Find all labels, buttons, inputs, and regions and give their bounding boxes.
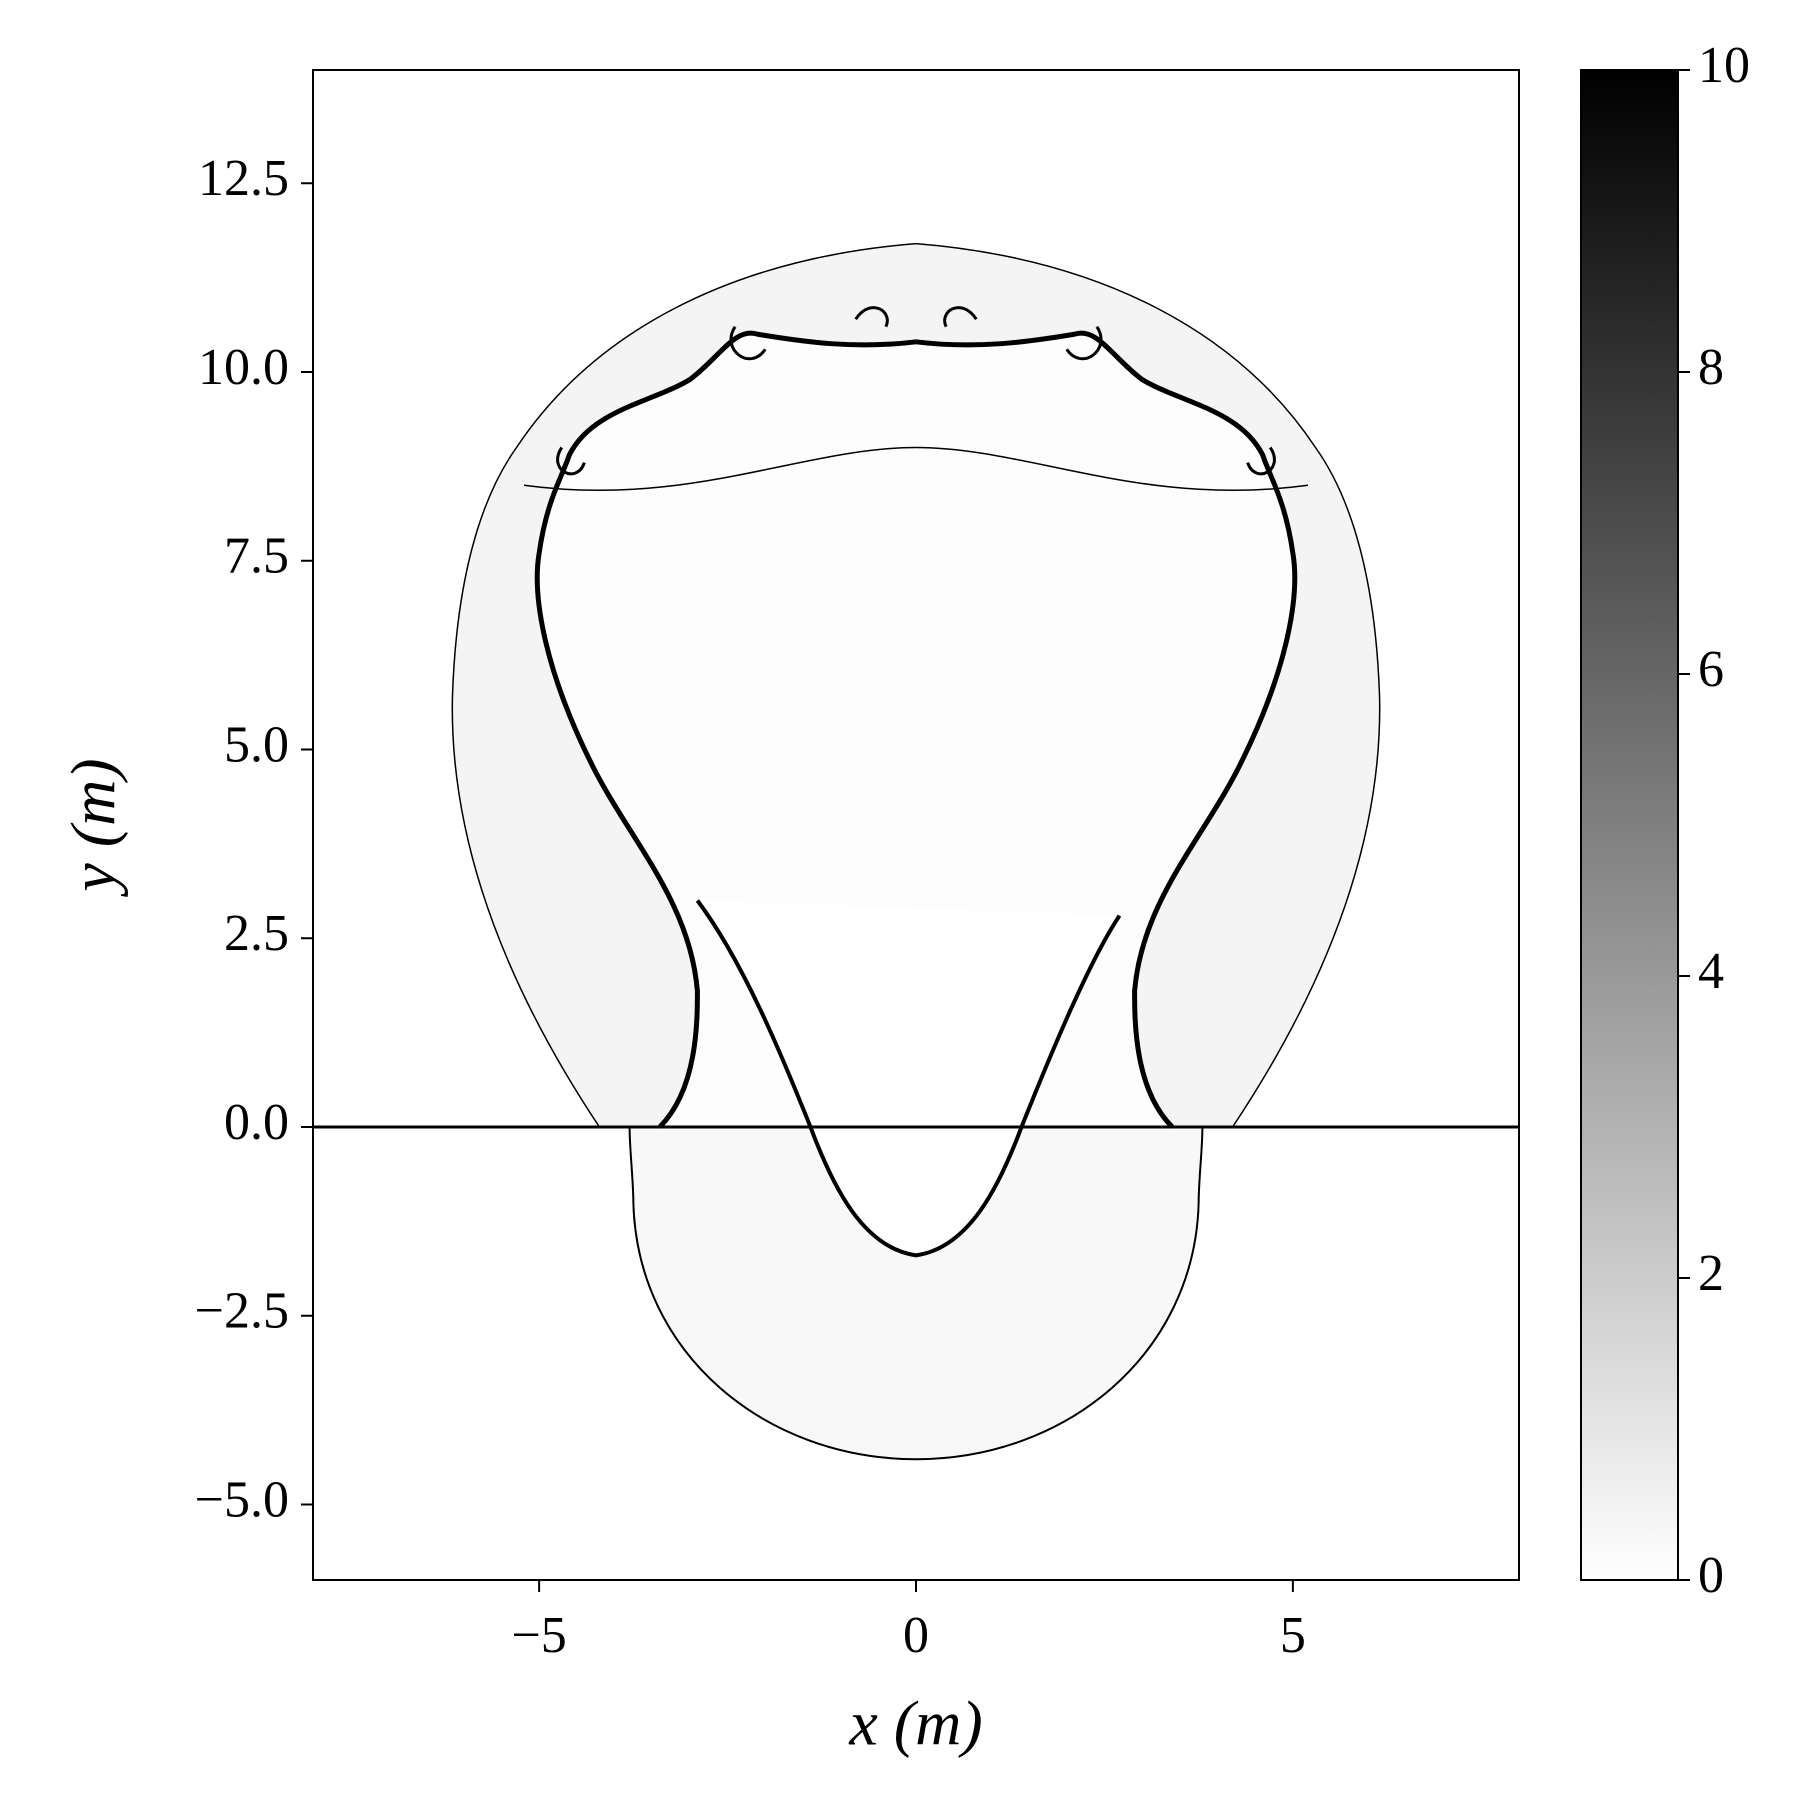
y-tick-label: −2.5 [195, 1283, 289, 1340]
y-tick-label: 0.0 [224, 1094, 289, 1151]
colorbar-tick-label: 8 [1698, 339, 1724, 396]
jet-interface [697, 901, 1119, 1256]
x-axis-label: x (m) [848, 1688, 982, 1759]
y-tick-label: −5.0 [195, 1471, 289, 1528]
colorbar-tick-label: 6 [1698, 641, 1724, 698]
colorbar-tick-label: 2 [1698, 1245, 1724, 1302]
y-tick-label: 12.5 [198, 150, 289, 207]
y-tick-label: 10.0 [198, 339, 289, 396]
reflected-wave [524, 448, 1308, 491]
x-tick-label: −5 [511, 1607, 566, 1664]
colorbar-tick-label: 0 [1698, 1547, 1724, 1604]
y-axis-label: y (m) [58, 758, 129, 897]
transmitted-shock [630, 1127, 1203, 1459]
y-tick-label: 2.5 [224, 905, 289, 962]
x-tick-label: 0 [903, 1607, 929, 1664]
colorbar-tick-label: 4 [1698, 943, 1724, 1000]
y-tick-label: 5.0 [224, 716, 289, 773]
vortex-roll [558, 308, 1275, 474]
field-image [452, 244, 1379, 1460]
y-tick-label: 7.5 [224, 528, 289, 585]
colorbar [1580, 69, 1679, 1581]
colorbar-tick-label: 10 [1698, 37, 1750, 94]
x-tick-label: 5 [1280, 1607, 1306, 1664]
